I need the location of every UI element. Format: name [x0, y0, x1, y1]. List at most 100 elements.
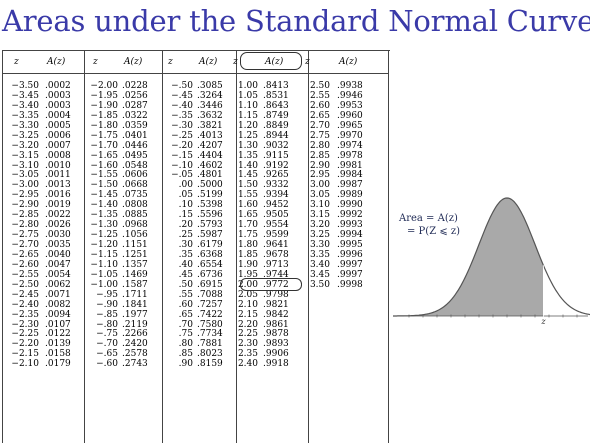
z-value: 2.90 [309, 160, 330, 171]
z-value: .25 [178, 230, 193, 241]
area-value: .9265 [263, 170, 289, 181]
area-value: .2578 [122, 349, 148, 360]
axis-ticks [408, 314, 578, 318]
table-row: .35 .6368 [163, 250, 236, 260]
z-value: .20 [178, 220, 193, 231]
table-row: −3.25 .0006 [3, 131, 84, 141]
area-value: .9989 [337, 190, 363, 201]
area-value: .0003 [45, 90, 71, 101]
normal-table: z A(z) −3.50.0002 −3.45.0003 −3.40.0003 −3.35… [2, 50, 390, 443]
area-value: .0010 [45, 160, 71, 171]
area-value: .1469 [122, 269, 148, 280]
table-row: 2.65 .9960 [309, 111, 388, 121]
table-row: −1.35 .0885 [85, 210, 162, 220]
area-value: .9992 [337, 210, 363, 221]
area-value: .6554 [197, 259, 223, 270]
table-row: .10 .5398 [163, 200, 236, 210]
table-row: .70 .7580 [163, 320, 236, 330]
z-value: −2.75 [11, 230, 39, 241]
table-row: −.20 .4207 [163, 141, 236, 151]
z-value: 2.75 [309, 130, 330, 141]
z-value: 3.20 [309, 220, 330, 231]
table-row: .90 .8159 [163, 359, 236, 369]
area-value: .0158 [45, 349, 71, 360]
table-row: 1.50 .9332 [237, 180, 308, 190]
area-label-line1: Area = A(z) [399, 213, 458, 224]
area-value: .0139 [45, 339, 71, 350]
area-value: .9599 [263, 230, 289, 241]
table-row: −.85 .1977 [85, 310, 162, 320]
table-row: −2.70 .0035 [3, 240, 84, 250]
table-row: −1.00 .1587 [85, 280, 162, 290]
table-row: 3.40 .9997 [309, 260, 388, 270]
table-row: −2.90 .0019 [3, 200, 84, 210]
area-value: .9554 [263, 220, 289, 231]
z-value: 2.20 [237, 319, 258, 330]
area-value: .8159 [197, 359, 223, 370]
z-value: −.85 [96, 309, 118, 320]
table-row: −2.35 .0094 [3, 310, 84, 320]
header-area: A(z) [339, 57, 358, 67]
table-row: −1.40 .0808 [85, 200, 162, 210]
area-value: .7257 [197, 299, 223, 310]
z-value: −2.80 [11, 220, 39, 231]
area-value: .9906 [263, 349, 289, 360]
z-value: −3.50 [11, 81, 39, 91]
table-row: −2.00 .0228 [85, 81, 162, 91]
area-value: .5987 [197, 230, 223, 241]
z-value: .00 [178, 180, 193, 191]
z-value: −.05 [171, 170, 193, 181]
table-row: .55 .7088 [163, 290, 236, 300]
z-value: −2.30 [11, 319, 39, 330]
z-value: −3.30 [11, 120, 39, 131]
table-row: −.40 .3446 [163, 101, 236, 111]
table-row: 1.60 .9452 [237, 200, 308, 210]
area-value: .9332 [263, 180, 289, 191]
area-value: .1251 [122, 249, 148, 260]
table-row: −3.50 .0002 [3, 81, 84, 91]
z-value: 3.25 [309, 230, 330, 241]
z-value: 3.45 [309, 269, 330, 280]
z-value: −1.40 [90, 200, 118, 211]
table-row: −.70 .2420 [85, 339, 162, 349]
area-value: .0107 [45, 319, 71, 330]
area-value: .0401 [122, 130, 148, 141]
z-value: 2.15 [237, 309, 258, 320]
table-row: 2.00 .9772 [237, 280, 308, 290]
area-value: .0359 [122, 120, 148, 131]
z-value: −2.10 [11, 359, 39, 370]
z-value: 1.30 [237, 140, 258, 151]
z-value: .30 [178, 240, 193, 250]
z-value: .35 [178, 249, 193, 260]
table-row: −2.40 .0082 [3, 300, 84, 310]
z-value: 3.10 [309, 200, 330, 211]
table-row: −.45 .3264 [163, 91, 236, 101]
z-value: −1.90 [90, 100, 118, 111]
table-row: −2.55 .0054 [3, 270, 84, 280]
table-row: −.25 .4013 [163, 131, 236, 141]
table-row: −2.20 .0139 [3, 339, 84, 349]
area-value: .5000 [197, 180, 223, 191]
z-value: −1.20 [90, 240, 118, 250]
z-value: −1.55 [90, 170, 118, 181]
area-value: .1357 [122, 259, 148, 270]
table-row: 2.80 .9974 [309, 141, 388, 151]
area-value: .3632 [197, 110, 223, 121]
z-value: −.30 [171, 120, 193, 131]
z-value: 2.40 [237, 359, 258, 370]
table-header: z A(z) [163, 51, 236, 74]
z-value: −2.60 [11, 259, 39, 270]
area-value: .0013 [45, 180, 71, 191]
z-value: −.70 [96, 339, 118, 350]
area-value: .9998 [337, 279, 363, 290]
z-value: −.10 [171, 160, 193, 171]
z-axis-label: z [540, 317, 546, 326]
table-row: 1.45 .9265 [237, 170, 308, 180]
area-value: .7734 [197, 329, 223, 340]
area-value: .5793 [197, 220, 223, 231]
table-row: −2.80 .0026 [3, 220, 84, 230]
area-value: .9953 [337, 100, 363, 111]
area-value: .0495 [122, 150, 148, 161]
area-value: .9641 [263, 240, 289, 250]
z-value: −2.15 [11, 349, 39, 360]
